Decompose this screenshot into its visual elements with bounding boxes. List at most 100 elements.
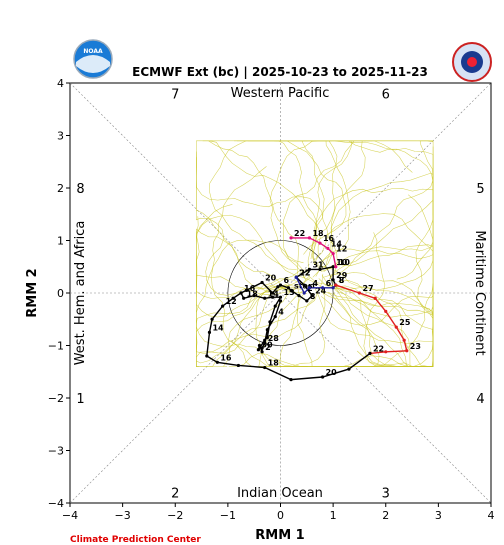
forecast-tracks: 42823013141816206start824223110298222468… bbox=[205, 229, 421, 382]
track-line bbox=[291, 237, 337, 267]
unit-circle bbox=[227, 240, 334, 346]
x-tick-label: 0 bbox=[277, 509, 284, 522]
track-day-label: 10 bbox=[336, 258, 348, 267]
track-day-label: 24 bbox=[315, 287, 327, 296]
track-point bbox=[273, 304, 277, 308]
track-day-label: 23 bbox=[410, 342, 421, 351]
track-point bbox=[273, 315, 277, 319]
track-day-label: 22 bbox=[299, 268, 310, 277]
track-point bbox=[210, 317, 214, 321]
track-point bbox=[260, 350, 264, 354]
track-point bbox=[260, 346, 264, 350]
track-point bbox=[331, 265, 335, 269]
track-point bbox=[384, 309, 388, 313]
track-day-label: 20 bbox=[265, 274, 277, 283]
y-tick-label: 3 bbox=[57, 130, 64, 143]
track-point bbox=[244, 288, 248, 292]
track-point bbox=[289, 378, 293, 382]
x-axis-label: RMM 1 bbox=[255, 528, 304, 543]
track-point bbox=[347, 367, 351, 371]
track-day-label: 4 bbox=[278, 308, 284, 317]
ensemble-member-line bbox=[202, 140, 308, 275]
track-point bbox=[276, 285, 280, 289]
track-point bbox=[373, 296, 377, 300]
phase-number: 4 bbox=[476, 392, 484, 407]
track-day-label: 2 bbox=[265, 343, 271, 352]
track-point bbox=[297, 294, 301, 298]
y-tick-label: 1 bbox=[57, 235, 64, 248]
track-point bbox=[368, 351, 372, 355]
track-day-label: 16 bbox=[220, 353, 232, 362]
x-tick-label: −3 bbox=[115, 509, 131, 522]
track-day-label: 22 bbox=[373, 344, 384, 353]
track-point bbox=[260, 280, 264, 285]
track-point bbox=[305, 299, 309, 303]
track-point bbox=[318, 241, 322, 245]
track-point bbox=[307, 236, 312, 240]
track-point bbox=[268, 320, 272, 324]
track-day-label: 6 bbox=[326, 279, 332, 288]
y-tick-label: 0 bbox=[57, 287, 64, 300]
track-point bbox=[278, 283, 283, 287]
track-point bbox=[402, 338, 406, 342]
y-axis-label: RMM 2 bbox=[25, 268, 40, 317]
y-tick-label: 2 bbox=[57, 182, 64, 195]
track-point bbox=[221, 304, 225, 308]
track-day-label: 13 bbox=[284, 288, 295, 297]
region-top-label: Western Pacific bbox=[231, 86, 330, 101]
y-tick-label: 4 bbox=[57, 77, 64, 90]
y-tick-label: −1 bbox=[48, 340, 64, 353]
chart-title: ECMWF Ext (bc) | 2025-10-23 to 2025-11-2… bbox=[132, 65, 428, 79]
track-point bbox=[289, 236, 293, 240]
x-tick-label: 4 bbox=[488, 509, 495, 522]
track-point bbox=[231, 296, 235, 300]
y-tick-label: −4 bbox=[48, 497, 64, 510]
phase-number: 8 bbox=[76, 182, 84, 197]
x-tick-label: −1 bbox=[220, 509, 236, 522]
track-point bbox=[263, 365, 267, 370]
ensemble-members bbox=[196, 140, 434, 367]
track-point bbox=[307, 286, 312, 290]
ensemble-member-line bbox=[196, 216, 326, 367]
track-point bbox=[278, 299, 283, 303]
phase-number: 7 bbox=[171, 88, 179, 103]
y-tick-label: −3 bbox=[48, 445, 64, 458]
track-day-label: 31 bbox=[312, 260, 324, 269]
x-tick-label: −2 bbox=[167, 509, 183, 522]
track-day-label: 8 bbox=[339, 276, 345, 285]
track-day-label: 14 bbox=[212, 323, 224, 332]
phase-number: 6 bbox=[382, 88, 390, 103]
track-point bbox=[256, 348, 260, 352]
track-day-label: 12 bbox=[226, 297, 237, 306]
track-point bbox=[334, 265, 338, 269]
phase-number: 2 bbox=[171, 487, 179, 502]
track-point bbox=[215, 360, 219, 364]
noaa-logo-text: NOAA bbox=[83, 48, 103, 55]
track-point bbox=[302, 291, 306, 295]
track-point bbox=[331, 278, 335, 282]
track-day-label: 29 bbox=[336, 271, 348, 280]
track-point bbox=[318, 267, 322, 271]
track-point bbox=[263, 296, 267, 300]
region-bottom-label: Indian Ocean bbox=[237, 486, 323, 501]
track-day-label: 30 bbox=[261, 341, 273, 350]
ensemble-member-line bbox=[196, 276, 309, 367]
track-point bbox=[357, 291, 362, 295]
track-point bbox=[263, 338, 267, 342]
phase-number: 1 bbox=[76, 392, 84, 407]
track-day-label: 18 bbox=[268, 359, 280, 368]
x-tick-label: 1 bbox=[330, 509, 337, 522]
ensemble-member-line bbox=[323, 170, 434, 273]
track-day-label: 14 bbox=[331, 239, 343, 248]
region-right-label: Maritime Continent bbox=[472, 230, 487, 355]
track-point bbox=[310, 294, 314, 298]
track-day-label: 22 bbox=[299, 268, 310, 277]
track-point bbox=[326, 246, 330, 250]
x-tick-label: 3 bbox=[435, 509, 442, 522]
track-point bbox=[257, 343, 262, 348]
track-point bbox=[307, 267, 312, 271]
track-point bbox=[236, 363, 240, 368]
x-tick-label: −4 bbox=[62, 509, 78, 522]
